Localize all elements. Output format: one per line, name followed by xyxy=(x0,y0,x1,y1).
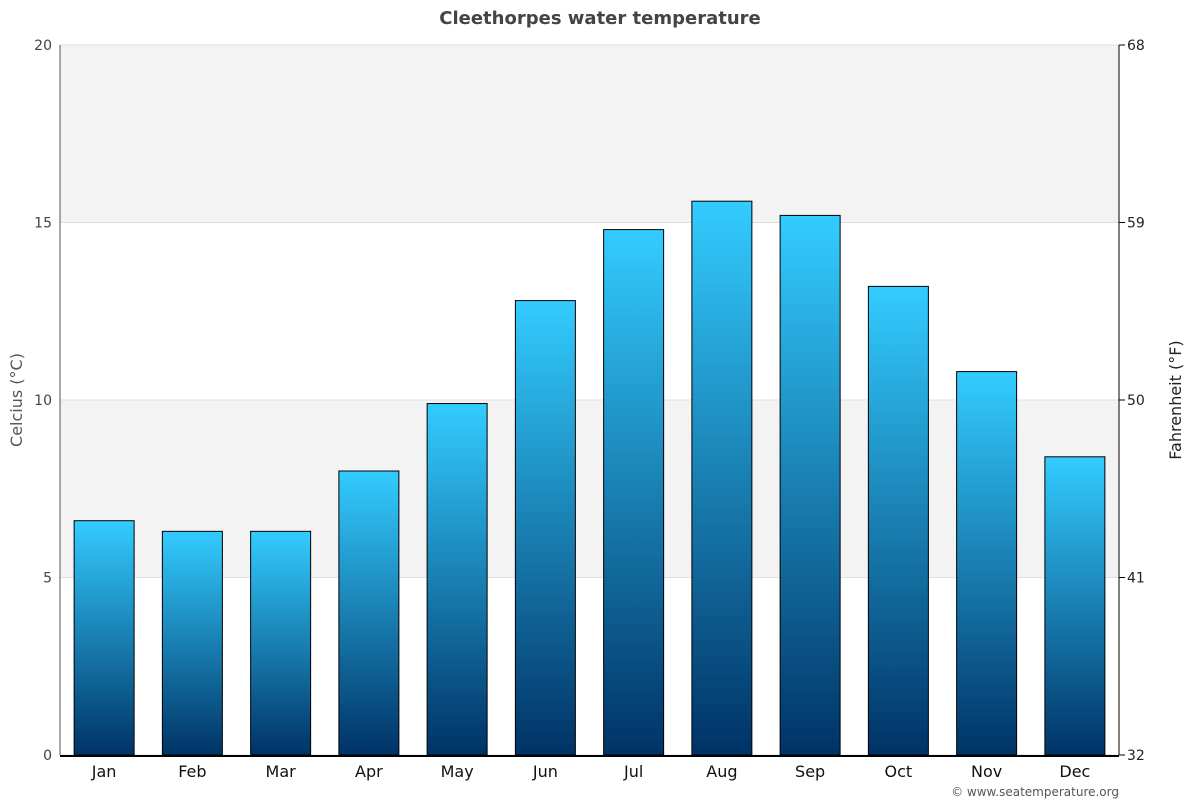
bar-apr xyxy=(338,470,400,756)
credit: © www.seatemperature.org xyxy=(951,785,1119,799)
x-tick-label: Jan xyxy=(91,762,117,781)
x-tick-label: Apr xyxy=(355,762,383,781)
y-tick-label: 5 xyxy=(43,571,52,587)
y2-tick-label: 41 xyxy=(1127,571,1145,587)
y-tick-label: 20 xyxy=(34,38,52,54)
x-tick-label: Feb xyxy=(178,762,206,781)
bar-feb xyxy=(161,530,223,756)
bar-oct xyxy=(867,285,929,756)
x-tick-label: Oct xyxy=(885,762,913,781)
y2-tick-label: 68 xyxy=(1127,38,1145,54)
x-tick-label: Sep xyxy=(795,762,825,781)
y-axis-label: Celcius (°C) xyxy=(7,353,26,447)
bar-jan xyxy=(73,520,135,756)
bar-sep xyxy=(779,214,841,756)
y2-tick-label: 32 xyxy=(1127,748,1145,764)
y2-tick-label: 50 xyxy=(1127,393,1145,409)
x-tick-label: May xyxy=(441,762,474,781)
bar-mar xyxy=(250,530,312,756)
x-tick-label: Jun xyxy=(532,762,558,781)
bar-dec xyxy=(1044,456,1106,756)
bar-aug xyxy=(691,200,753,756)
y-tick-label: 10 xyxy=(34,393,52,409)
x-tick-label: Dec xyxy=(1059,762,1090,781)
x-tick-label: Jul xyxy=(623,762,643,781)
y2-tick-label: 59 xyxy=(1127,216,1145,232)
bar-nov xyxy=(956,371,1018,756)
y-tick-label: 15 xyxy=(34,216,52,232)
bar-jun xyxy=(514,300,576,756)
y-tick-label: 0 xyxy=(43,748,52,764)
chart-title: Cleethorpes water temperature xyxy=(439,8,760,29)
x-tick-label: Mar xyxy=(266,762,297,781)
x-tick-label: Nov xyxy=(971,762,1002,781)
grid-band xyxy=(60,400,1119,578)
bar-jul xyxy=(603,229,665,756)
x-tick-label: Aug xyxy=(706,762,737,781)
grid-band xyxy=(60,45,1119,223)
bar-may xyxy=(426,403,488,756)
y2-axis-label: Fahrenheit (°F) xyxy=(1166,340,1185,459)
